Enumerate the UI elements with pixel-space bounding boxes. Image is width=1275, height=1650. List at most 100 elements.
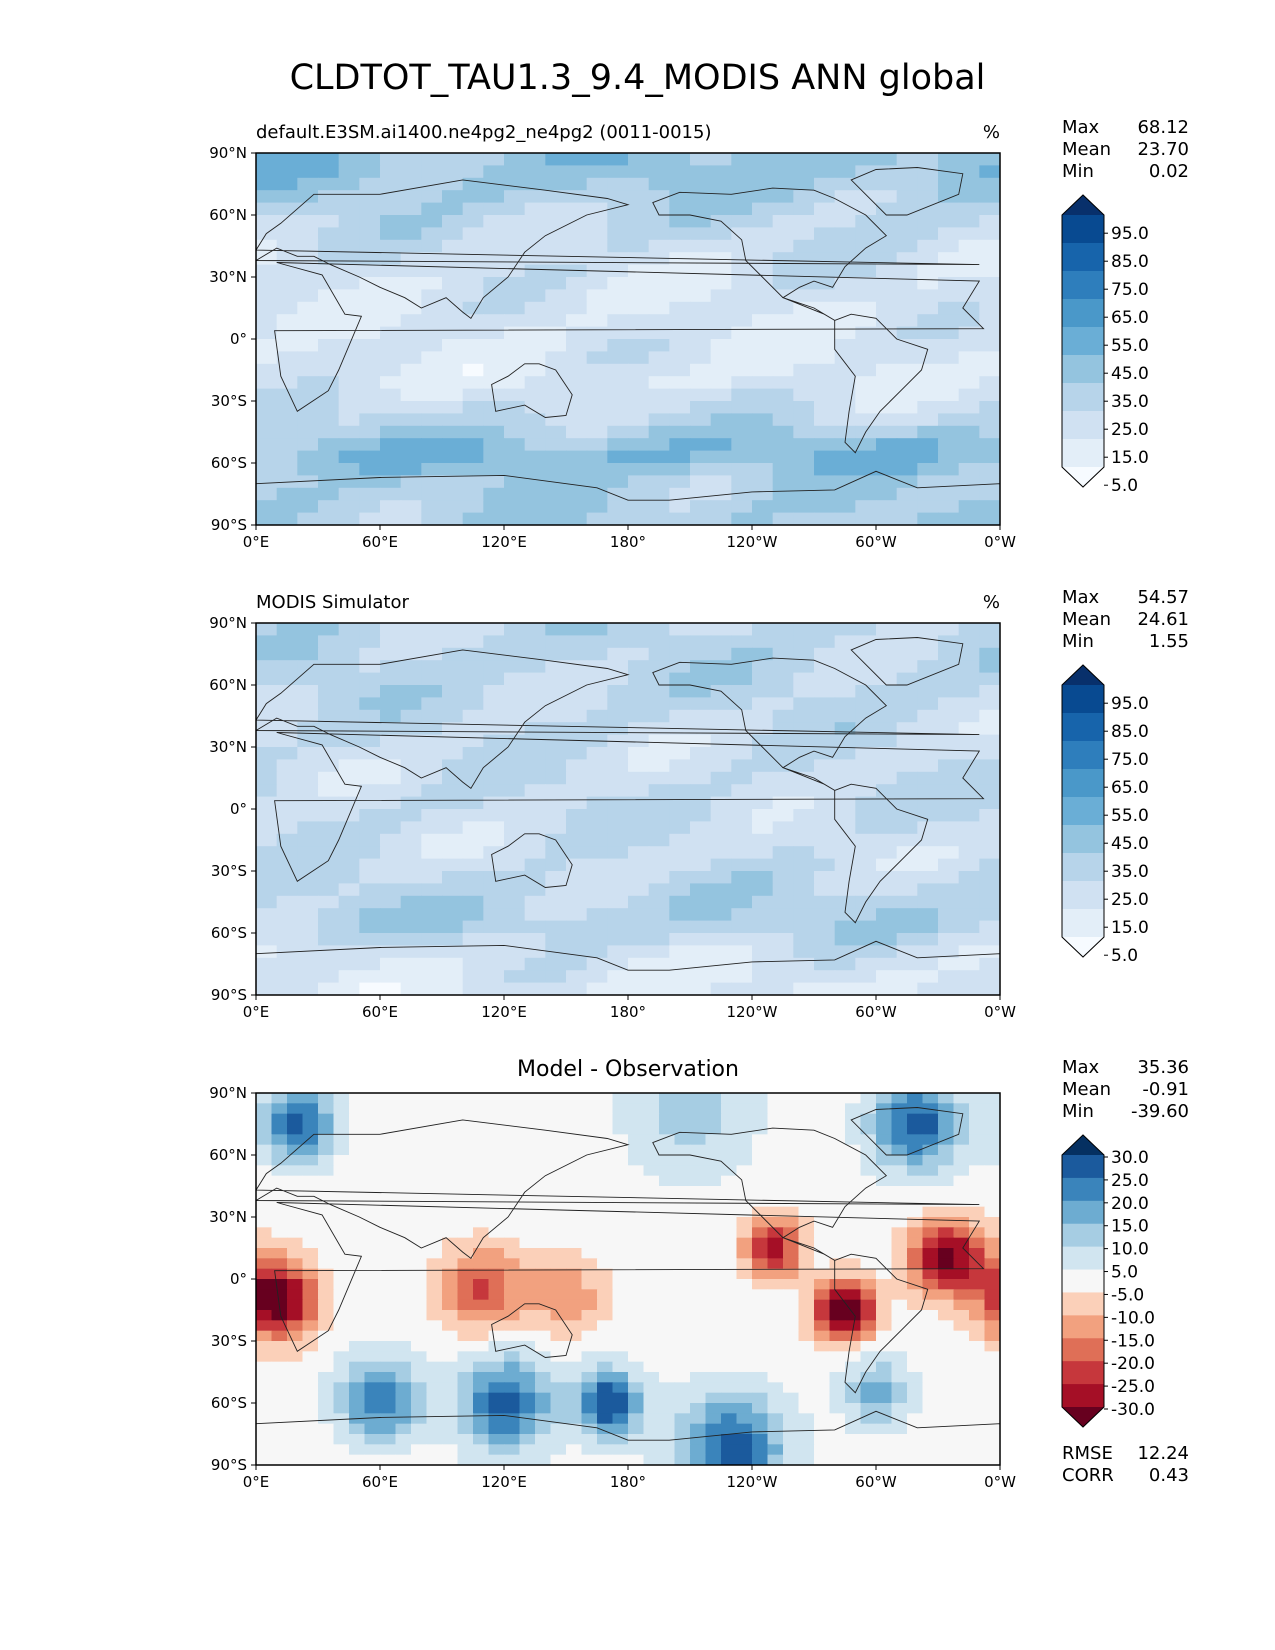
field-cell: [504, 252, 526, 266]
field-cell: [922, 1134, 939, 1146]
field-cell: [690, 153, 712, 166]
field-cell: [917, 895, 939, 909]
field-cell: [380, 1372, 397, 1383]
field-cell: [648, 215, 670, 228]
field-cell: [442, 438, 464, 452]
field-cell: [876, 401, 898, 414]
field-cell: [984, 1382, 1000, 1394]
field-cell: [876, 796, 898, 810]
colorbar-tick-label: 45.0: [1111, 834, 1149, 854]
field-cell: [380, 1310, 397, 1321]
field-cell: [535, 1382, 552, 1394]
field-cell: [586, 190, 608, 204]
field-cell: [359, 809, 381, 822]
field-cell: [256, 1093, 273, 1104]
field-cell: [535, 1392, 552, 1404]
field-cell: [922, 1454, 939, 1465]
field-cell: [876, 1206, 893, 1218]
field-cell: [917, 871, 939, 884]
field-cell: [752, 1206, 769, 1218]
field-cell: [793, 846, 815, 860]
field-cell: [767, 1206, 784, 1218]
field-cell: [979, 771, 1000, 785]
field-cell: [814, 1434, 831, 1445]
panel-3-stats: Max 35.36 Mean -0.91 Min -39.60: [1062, 1057, 1189, 1123]
field-cell: [586, 326, 608, 340]
field-cell: [648, 165, 670, 179]
field-cell: [922, 1144, 939, 1156]
field-cell: [566, 512, 588, 525]
field-cell: [798, 1372, 815, 1383]
field-cell: [659, 1155, 676, 1166]
field-cell: [302, 1361, 319, 1373]
field-cell: [710, 883, 732, 897]
field-cell: [302, 1351, 319, 1363]
field-cell: [628, 747, 650, 760]
field-cell: [426, 1382, 443, 1394]
field-cell: [674, 1175, 691, 1187]
field-cell: [586, 697, 608, 711]
field-cell: [659, 1268, 676, 1280]
field-cell: [979, 685, 1000, 698]
field-cell: [643, 1196, 660, 1208]
field-cell: [287, 1279, 304, 1290]
field-cell: [550, 1237, 567, 1249]
field-cell: [783, 1403, 800, 1414]
field-cell: [597, 1196, 614, 1208]
field-cell: [524, 784, 546, 798]
field-cell: [380, 1361, 397, 1373]
field-cell: [876, 227, 898, 241]
field-cell: [969, 1248, 986, 1259]
field-cell: [855, 660, 877, 674]
field-cell: [984, 1248, 1000, 1259]
field-cell: [855, 376, 877, 390]
field-cell: [834, 672, 856, 686]
field-cell: [731, 475, 753, 489]
field-cell: [504, 450, 526, 464]
field-cell: [834, 821, 856, 835]
field-cell: [938, 326, 960, 340]
field-cell: [969, 1175, 986, 1187]
field-cell: [318, 1372, 335, 1383]
field-cell: [566, 215, 588, 228]
colorbar-tick-label: 15.0: [1111, 448, 1149, 468]
field-cell: [318, 239, 340, 253]
field-cell: [364, 1434, 381, 1445]
field-cell: [628, 301, 650, 315]
field-cell: [938, 388, 960, 402]
field-cell: [333, 1134, 350, 1146]
field-cell: [256, 1248, 273, 1259]
field-cell: [793, 301, 815, 315]
field-cell: [256, 1382, 273, 1394]
field-cell: [628, 277, 650, 290]
field-cell: [876, 1124, 893, 1135]
field-cell: [907, 1299, 924, 1311]
field-cell: [271, 1227, 288, 1239]
field-cell: [705, 1186, 722, 1197]
field-cell: [462, 301, 484, 315]
field-cell: [907, 1175, 924, 1187]
field-cell: [442, 413, 464, 427]
field-cell: [731, 647, 753, 661]
field-cell: [359, 784, 381, 798]
field-cell: [628, 363, 650, 377]
field-cell: [519, 1289, 536, 1301]
field-cell: [907, 1248, 924, 1259]
field-cell: [938, 685, 960, 698]
field-cell: [566, 1310, 583, 1321]
field-cell: [793, 500, 815, 514]
field-cell: [426, 1248, 443, 1259]
field-cell: [338, 908, 360, 922]
field-cell: [297, 376, 319, 390]
field-cell: [349, 1392, 366, 1404]
field-cell: [669, 301, 691, 315]
field-cell: [752, 1361, 769, 1373]
field-cell: [380, 1093, 397, 1104]
field-cell: [597, 1103, 614, 1115]
field-cell: [318, 1341, 335, 1352]
field-cell: [338, 722, 360, 736]
colorbar-1: 95.085.075.065.055.045.035.025.015.05.0: [1061, 194, 1149, 496]
field-cell: [767, 1227, 784, 1239]
field-cell: [380, 413, 402, 427]
field-cell: [581, 1186, 598, 1197]
